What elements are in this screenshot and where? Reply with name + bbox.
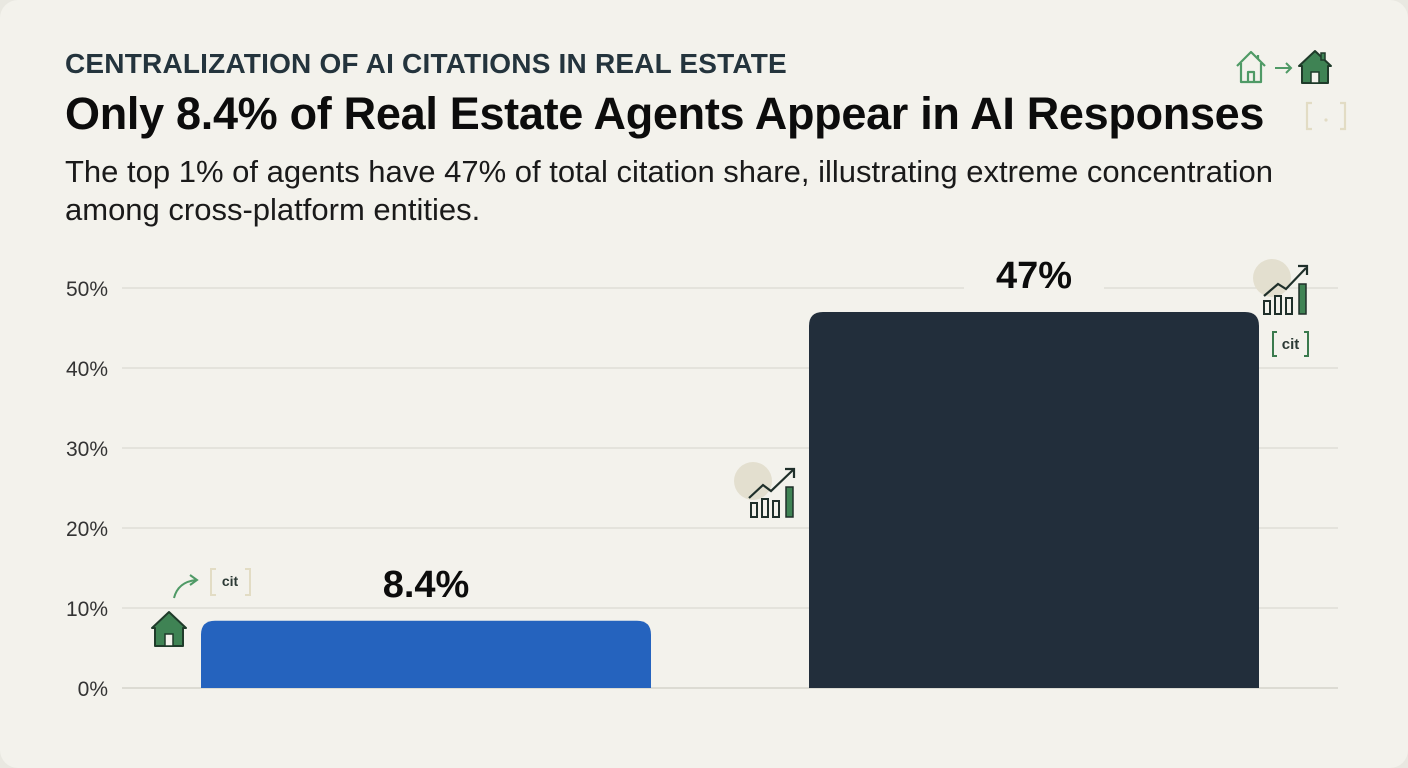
y-tick-label: 40% [66, 358, 108, 381]
value-label-backdrop [356, 562, 496, 607]
bar-value-label: 8.4% [383, 564, 470, 606]
growth-chart-citation-decoration: cit [1253, 259, 1309, 357]
chart-subtitle: The top 1% of agents have 47% of total c… [65, 154, 1273, 227]
chart-title: Only 8.4% of Real Estate Agents Appear i… [65, 88, 1265, 139]
bar-1 [201, 620, 651, 688]
cit-label: cit [1282, 336, 1300, 353]
y-tick-label: 30% [66, 438, 108, 461]
bar-2 [809, 312, 1259, 688]
y-tick-label: 10% [66, 598, 108, 621]
y-tick-label: 50% [66, 278, 108, 301]
bar-value-label: 47% [996, 255, 1072, 297]
value-label-backdrop [964, 254, 1104, 298]
arrow-right-icon [1275, 62, 1293, 74]
bracket-icon [1305, 101, 1347, 131]
house-citation-decoration: cit [151, 568, 251, 647]
cit-label: cit [222, 573, 239, 589]
y-tick-label: 0% [78, 678, 108, 701]
bracket-icon [210, 568, 251, 596]
house-to-house-icon [1236, 50, 1332, 84]
curved-arrow-icon [173, 574, 199, 599]
house-filled-icon [151, 611, 187, 647]
house-filled-icon [1298, 50, 1332, 84]
house-outline-icon [1236, 50, 1266, 84]
growth-chart-icon [734, 462, 796, 518]
chart-kicker: CENTRALIZATION OF AI CITATIONS IN REAL E… [65, 48, 787, 79]
y-tick-label: 20% [66, 518, 108, 541]
